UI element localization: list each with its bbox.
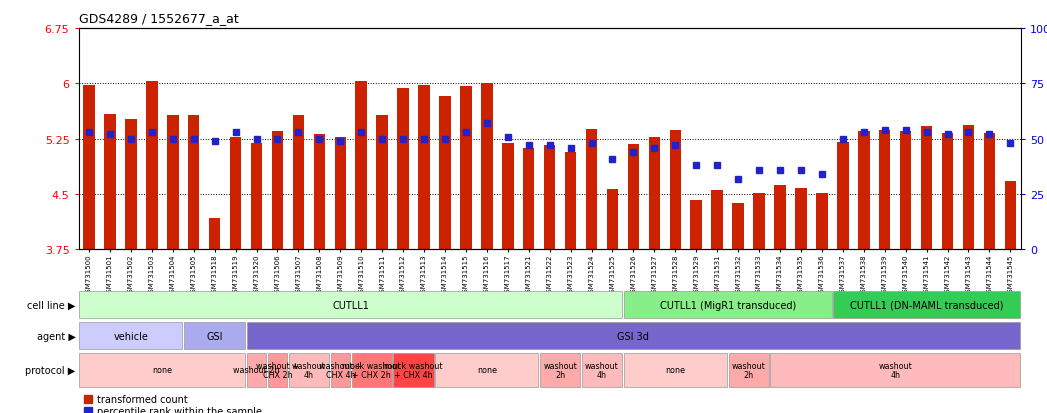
Bar (247, 322, 1020, 349)
Text: none: none (476, 366, 497, 375)
Text: agent ▶: agent ▶ (37, 331, 75, 341)
Bar (229, 137, 241, 250)
Bar (774, 186, 785, 250)
Bar (247, 354, 266, 387)
Text: washout +
CHX 2h: washout + CHX 2h (257, 361, 298, 380)
Bar (669, 131, 681, 250)
Bar (817, 193, 827, 250)
Bar (289, 354, 329, 387)
Bar (184, 322, 245, 349)
Bar (837, 142, 848, 250)
Bar (80, 354, 245, 387)
Text: mock washout
+ CHX 2h: mock washout + CHX 2h (342, 361, 401, 380)
Text: CUTLL1: CUTLL1 (332, 300, 370, 310)
Bar (271, 132, 283, 250)
Bar (983, 133, 995, 250)
Bar (436, 354, 538, 387)
Text: washout 2h: washout 2h (233, 366, 280, 375)
Bar (502, 144, 513, 250)
Bar (544, 146, 555, 250)
Bar (833, 291, 1020, 318)
Bar (565, 153, 576, 250)
Bar (481, 84, 492, 250)
Text: GSI: GSI (206, 331, 223, 341)
Text: washout
4h: washout 4h (585, 361, 619, 380)
Bar (268, 354, 287, 387)
Bar (125, 119, 136, 250)
Text: mock washout
+ CHX 4h: mock washout + CHX 4h (384, 361, 443, 380)
Bar (166, 116, 178, 250)
Bar (524, 149, 535, 250)
Bar (878, 131, 890, 250)
Bar (1004, 181, 1016, 250)
Bar (691, 201, 701, 250)
Legend: transformed count, percentile rank within the sample: transformed count, percentile rank withi… (84, 394, 262, 413)
Text: washout
2h: washout 2h (732, 361, 765, 380)
Bar (540, 354, 580, 387)
Bar (80, 322, 182, 349)
Bar (729, 354, 768, 387)
Bar (394, 354, 433, 387)
Bar (607, 190, 618, 250)
Text: CUTLL1 (DN-MAML transduced): CUTLL1 (DN-MAML transduced) (850, 300, 1003, 310)
Bar (899, 131, 911, 250)
Text: washout
4h: washout 4h (292, 361, 326, 380)
Text: CUTLL1 (MigR1 transduced): CUTLL1 (MigR1 transduced) (660, 300, 796, 310)
Bar (624, 291, 831, 318)
Text: washout +
CHX 4h: washout + CHX 4h (319, 361, 361, 380)
Bar (376, 116, 387, 250)
Bar (962, 126, 974, 250)
Text: washout
2h: washout 2h (543, 361, 577, 380)
Bar (627, 145, 639, 250)
Bar (146, 82, 157, 250)
Bar (187, 116, 199, 250)
Bar (250, 144, 262, 250)
Bar (582, 354, 622, 387)
Bar (208, 218, 220, 250)
Bar (313, 134, 325, 250)
Bar (460, 86, 471, 250)
Text: protocol ▶: protocol ▶ (25, 365, 75, 375)
Text: vehicle: vehicle (113, 331, 149, 341)
Text: none: none (152, 366, 173, 375)
Bar (771, 354, 1020, 387)
Bar (104, 115, 115, 250)
Bar (585, 130, 597, 250)
Bar (331, 354, 350, 387)
Bar (352, 354, 392, 387)
Bar (624, 354, 727, 387)
Text: GDS4289 / 1552677_a_at: GDS4289 / 1552677_a_at (79, 12, 239, 25)
Text: cell line ▶: cell line ▶ (27, 300, 75, 310)
Bar (355, 82, 366, 250)
Bar (795, 189, 806, 250)
Bar (418, 85, 429, 250)
Text: GSI 3d: GSI 3d (618, 331, 649, 341)
Bar (732, 204, 743, 250)
Bar (857, 132, 869, 250)
Bar (753, 193, 764, 250)
Bar (711, 191, 722, 250)
Bar (440, 97, 450, 250)
Text: none: none (665, 366, 686, 375)
Bar (292, 116, 304, 250)
Bar (942, 133, 953, 250)
Bar (334, 138, 346, 250)
Bar (83, 85, 94, 250)
Bar (920, 127, 932, 250)
Bar (648, 138, 661, 250)
Bar (397, 88, 408, 250)
Bar (80, 291, 622, 318)
Text: washout
4h: washout 4h (878, 361, 912, 380)
